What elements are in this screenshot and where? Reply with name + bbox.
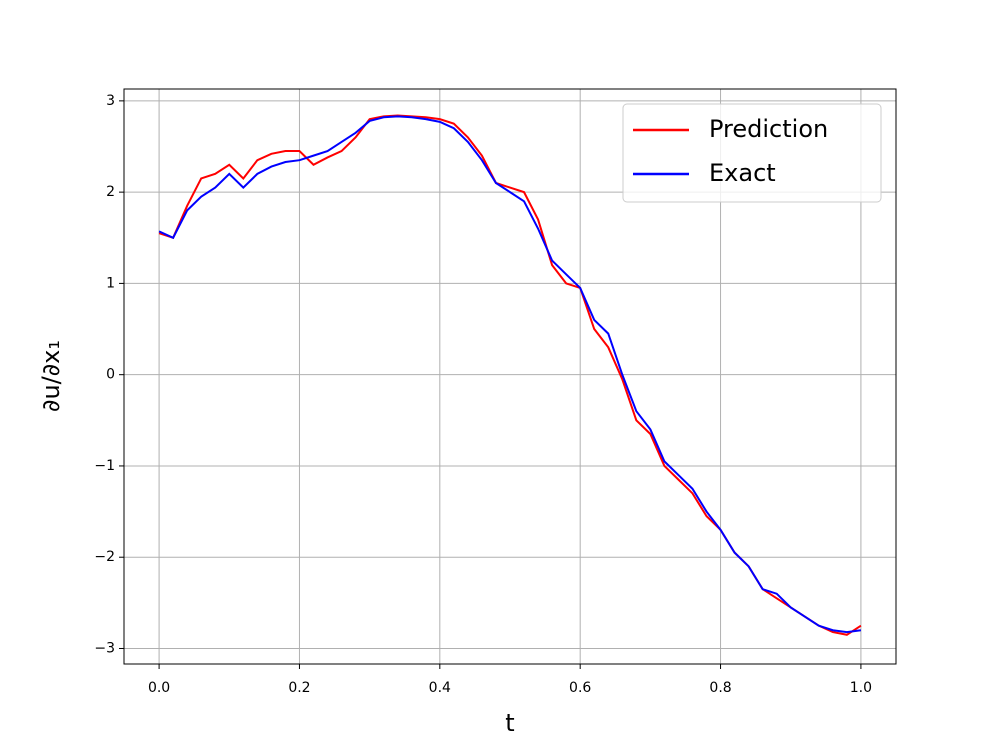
y-tick-label: 3 bbox=[106, 93, 115, 109]
y-tick-label: 2 bbox=[106, 184, 115, 200]
x-tick-label: 0.2 bbox=[288, 680, 310, 696]
legend-label: Prediction bbox=[709, 115, 828, 143]
y-tick-label: −3 bbox=[94, 640, 115, 656]
x-tick-label: 0.6 bbox=[569, 680, 591, 696]
y-tick-label: −1 bbox=[94, 458, 115, 474]
series-line bbox=[158, 115, 862, 634]
y-tick-label: −2 bbox=[94, 549, 115, 565]
x-tick-label: 0.4 bbox=[429, 680, 451, 696]
x-tick-label: 0.0 bbox=[148, 680, 170, 696]
x-tick-label: 0.8 bbox=[709, 680, 731, 696]
x-axis-label: t bbox=[505, 709, 514, 737]
legend-box bbox=[622, 103, 882, 203]
plot-frame bbox=[123, 88, 897, 665]
legend-label: Exact bbox=[709, 159, 776, 187]
legend: Prediction Exact bbox=[622, 103, 882, 203]
y-axis-label: ∂u/∂x₁ bbox=[37, 340, 65, 412]
y-tick-label: 0 bbox=[106, 367, 115, 383]
x-tick-label: 1.0 bbox=[850, 680, 872, 696]
y-tick-label: 1 bbox=[106, 275, 115, 291]
